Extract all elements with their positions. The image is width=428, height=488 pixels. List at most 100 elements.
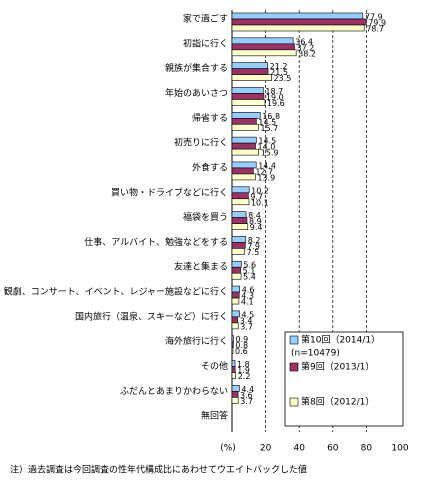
x-unit-label: (%) <box>220 444 236 454</box>
bar <box>231 335 234 343</box>
x-tick-label: 60 <box>327 444 339 454</box>
bar <box>231 347 234 355</box>
value-label: 8.9 <box>249 217 262 226</box>
value-label: 38.2 <box>298 49 316 58</box>
y-tick-label: ふだんとあまりかわらない <box>120 386 228 397</box>
value-label: 4.3 <box>241 292 254 301</box>
bar <box>231 87 264 94</box>
bar <box>231 260 242 268</box>
value-label: 5.1 <box>243 267 256 276</box>
bar <box>231 74 272 81</box>
value-label: 16.8 <box>262 112 280 121</box>
legend-swatch <box>289 397 299 407</box>
x-tick-label: 20 <box>260 444 272 454</box>
legend-label: 第8回（2012/1） <box>301 396 374 408</box>
value-label: 7.9 <box>247 242 260 251</box>
bar <box>231 49 297 57</box>
bar <box>231 291 240 299</box>
y-tick-label: 国内旅行（温泉、スキーなど）に行く <box>75 310 228 322</box>
value-label: 4.4 <box>241 385 254 394</box>
value-label: 13.9 <box>257 173 275 182</box>
value-label: 0.9 <box>236 335 249 344</box>
legend-label: 第10回（2014/1） <box>301 334 380 346</box>
y-tick-label: 福袋を買う <box>183 211 228 223</box>
legend-label: 第9回（2013/1） <box>301 361 374 373</box>
value-label: 3.7 <box>240 322 253 331</box>
value-label: 36.4 <box>295 37 313 46</box>
bar <box>231 198 250 206</box>
value-label: 4.5 <box>242 310 255 319</box>
value-label: 14.5 <box>258 118 276 127</box>
y-tick-label: その他 <box>201 360 228 372</box>
bar <box>231 43 295 51</box>
value-label: 1.8 <box>237 360 250 369</box>
footnote: 注）過去調査は今回調査の性年代構成比にあわせてウエイトバックした値 <box>10 464 307 476</box>
value-label: 15.9 <box>261 149 279 158</box>
value-label: 77.9 <box>365 13 383 22</box>
legend-swatch <box>289 335 299 345</box>
bar <box>231 217 248 224</box>
bar <box>231 236 247 243</box>
bar <box>231 99 266 106</box>
value-label: 5.6 <box>243 261 256 270</box>
value-label: 10.2 <box>251 186 269 195</box>
bar <box>231 391 239 398</box>
bar <box>231 322 239 330</box>
value-label: 78.7 <box>366 25 384 34</box>
value-label: 14.4 <box>258 161 276 170</box>
x-tick-label: 40 <box>293 444 305 454</box>
bar <box>231 360 236 367</box>
bar <box>231 341 234 349</box>
legend-swatch <box>289 362 299 372</box>
bar <box>231 136 257 144</box>
y-tick-label: 初売りに行く <box>174 137 228 149</box>
bar <box>231 93 265 100</box>
value-label: 12.7 <box>255 167 273 176</box>
y-tick-label: 初詣に行く <box>183 37 228 49</box>
bar <box>231 297 240 305</box>
bar <box>231 223 249 230</box>
bar <box>231 37 294 45</box>
bar <box>231 18 367 26</box>
value-label: 4.1 <box>241 298 254 307</box>
bar <box>231 310 240 318</box>
bar <box>231 285 241 293</box>
bar <box>231 62 268 69</box>
value-label: 14.0 <box>258 143 276 152</box>
value-label: 5.4 <box>243 273 256 282</box>
bar <box>231 167 254 175</box>
value-label: 21.5 <box>270 68 288 77</box>
bar <box>231 111 261 119</box>
bar <box>231 117 257 125</box>
value-label: 19.6 <box>267 99 285 108</box>
value-label: 10.1 <box>251 198 269 207</box>
bar <box>231 248 245 255</box>
bar <box>231 123 259 131</box>
bar <box>231 316 239 324</box>
y-tick-label: 映画・観劇、コンサート、イベント、レジャー施設などに行く <box>0 286 228 298</box>
bar <box>231 242 246 249</box>
legend-box <box>284 331 404 427</box>
value-label: 19.0 <box>266 93 284 102</box>
value-label: 0.8 <box>235 341 248 350</box>
value-label: 4.6 <box>242 286 255 295</box>
value-label: 8.4 <box>248 211 261 220</box>
y-tick-label: 年始のあいさつ <box>165 87 228 99</box>
value-label: 8.2 <box>248 236 261 245</box>
bar <box>231 272 242 280</box>
bar <box>231 173 256 181</box>
y-tick-label: 海外旅行に行く <box>165 335 228 347</box>
x-tick-label: 80 <box>361 444 373 454</box>
value-label: 18.7 <box>265 87 283 96</box>
bar <box>231 266 241 274</box>
y-tick-label: 外食する <box>192 161 228 173</box>
value-label: 14.5 <box>258 137 276 146</box>
bar <box>231 68 269 75</box>
value-label: 15.7 <box>260 124 278 133</box>
y-tick-label: 帰省する <box>192 112 228 124</box>
bar <box>231 211 247 218</box>
y-tick-label: 仕事、アルバイト、勉強などをする <box>84 236 228 248</box>
value-label: 9.7 <box>250 192 263 201</box>
bar <box>231 385 240 392</box>
